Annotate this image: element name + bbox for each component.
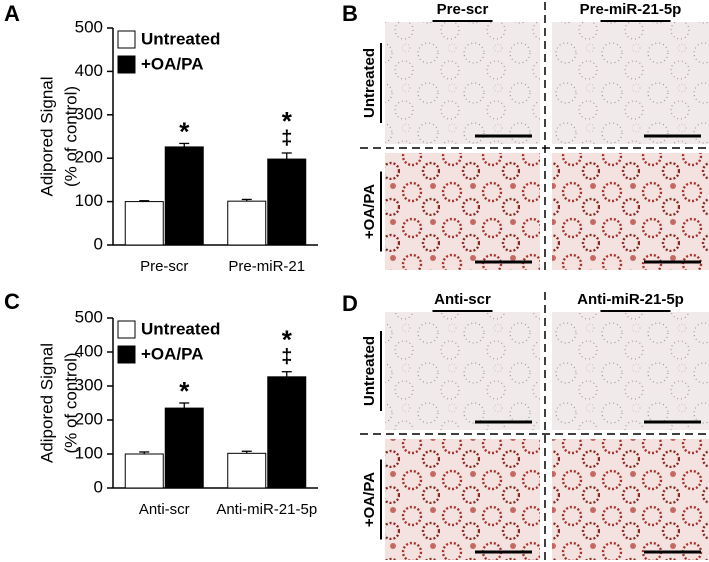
y-tick-label: 400 — [75, 61, 103, 80]
bar — [124, 453, 164, 489]
legend-swatch — [117, 320, 136, 339]
micrograph — [385, 153, 540, 270]
error-bar — [241, 450, 252, 454]
error-bar — [139, 200, 150, 202]
micrograph — [552, 312, 709, 430]
bar — [267, 158, 307, 246]
error-bar — [179, 402, 190, 409]
micrograph — [552, 22, 709, 144]
x-tick-label: Anti-miR-21-5p — [216, 501, 317, 518]
legend-label: +OA/PA — [141, 344, 204, 363]
row-label: +OA/PA — [361, 472, 378, 527]
x-tick-label: Pre-scr — [140, 258, 188, 275]
error-bar — [281, 371, 292, 377]
y-tick-label: 100 — [75, 191, 103, 210]
legend-label: +OA/PA — [141, 54, 204, 73]
bar — [124, 201, 164, 246]
column-label: Pre-scr — [437, 1, 489, 18]
y-tick-label: 500 — [75, 307, 103, 326]
significance-mark: ‡ — [281, 346, 292, 368]
error-bar — [139, 451, 150, 454]
significance-mark: ‡ — [281, 127, 292, 149]
bar — [227, 200, 267, 246]
micrograph — [385, 312, 540, 430]
micrograph — [552, 153, 709, 270]
y-tick-label: 300 — [75, 104, 103, 123]
panel-label: C — [4, 289, 20, 314]
row-label: Untreated — [361, 48, 378, 118]
column-label: Anti-miR-21-5p — [577, 291, 684, 308]
y-tick-label: 100 — [75, 443, 103, 462]
legend-swatch — [117, 345, 136, 364]
error-bar — [281, 152, 292, 160]
bar — [164, 407, 204, 489]
significance-mark: * — [282, 106, 293, 136]
y-tick-label: 300 — [75, 375, 103, 394]
y-tick-label: 400 — [75, 341, 103, 360]
y-tick-label: 200 — [75, 409, 103, 428]
panel-label: D — [342, 291, 358, 316]
panel-label: B — [342, 1, 358, 26]
row-label: +OA/PA — [361, 184, 378, 239]
y-axis-label: Adipored Signal — [37, 76, 56, 196]
significance-mark: * — [282, 325, 293, 355]
x-tick-label: Anti-scr — [139, 501, 190, 518]
legend-label: Untreated — [141, 29, 220, 48]
row-label: Untreated — [361, 336, 378, 406]
y-tick-label: 200 — [75, 148, 103, 167]
column-label: Anti-scr — [434, 291, 491, 308]
x-tick-label: Pre-miR-21 — [228, 258, 305, 275]
y-axis-label: (% of control) — [61, 86, 80, 187]
legend-label: Untreated — [141, 319, 220, 338]
y-axis-label: (% of control) — [61, 352, 80, 453]
micrograph — [385, 439, 540, 560]
y-tick-label: 0 — [94, 477, 103, 496]
error-bar — [241, 198, 252, 202]
column-label: Pre-miR-21-5p — [580, 1, 682, 18]
micrograph — [385, 22, 540, 144]
bar — [267, 376, 307, 489]
y-axis-label: Adipored Signal — [37, 343, 56, 463]
significance-mark: * — [179, 116, 190, 146]
y-tick-label: 0 — [94, 234, 103, 253]
panel-label: A — [4, 1, 20, 26]
bar — [164, 146, 204, 246]
significance-mark: * — [179, 376, 190, 406]
micrograph — [552, 439, 709, 560]
y-tick-label: 500 — [75, 17, 103, 36]
legend-swatch — [117, 30, 136, 49]
error-bar — [179, 142, 190, 147]
bar — [227, 452, 267, 489]
legend-swatch — [117, 55, 136, 74]
